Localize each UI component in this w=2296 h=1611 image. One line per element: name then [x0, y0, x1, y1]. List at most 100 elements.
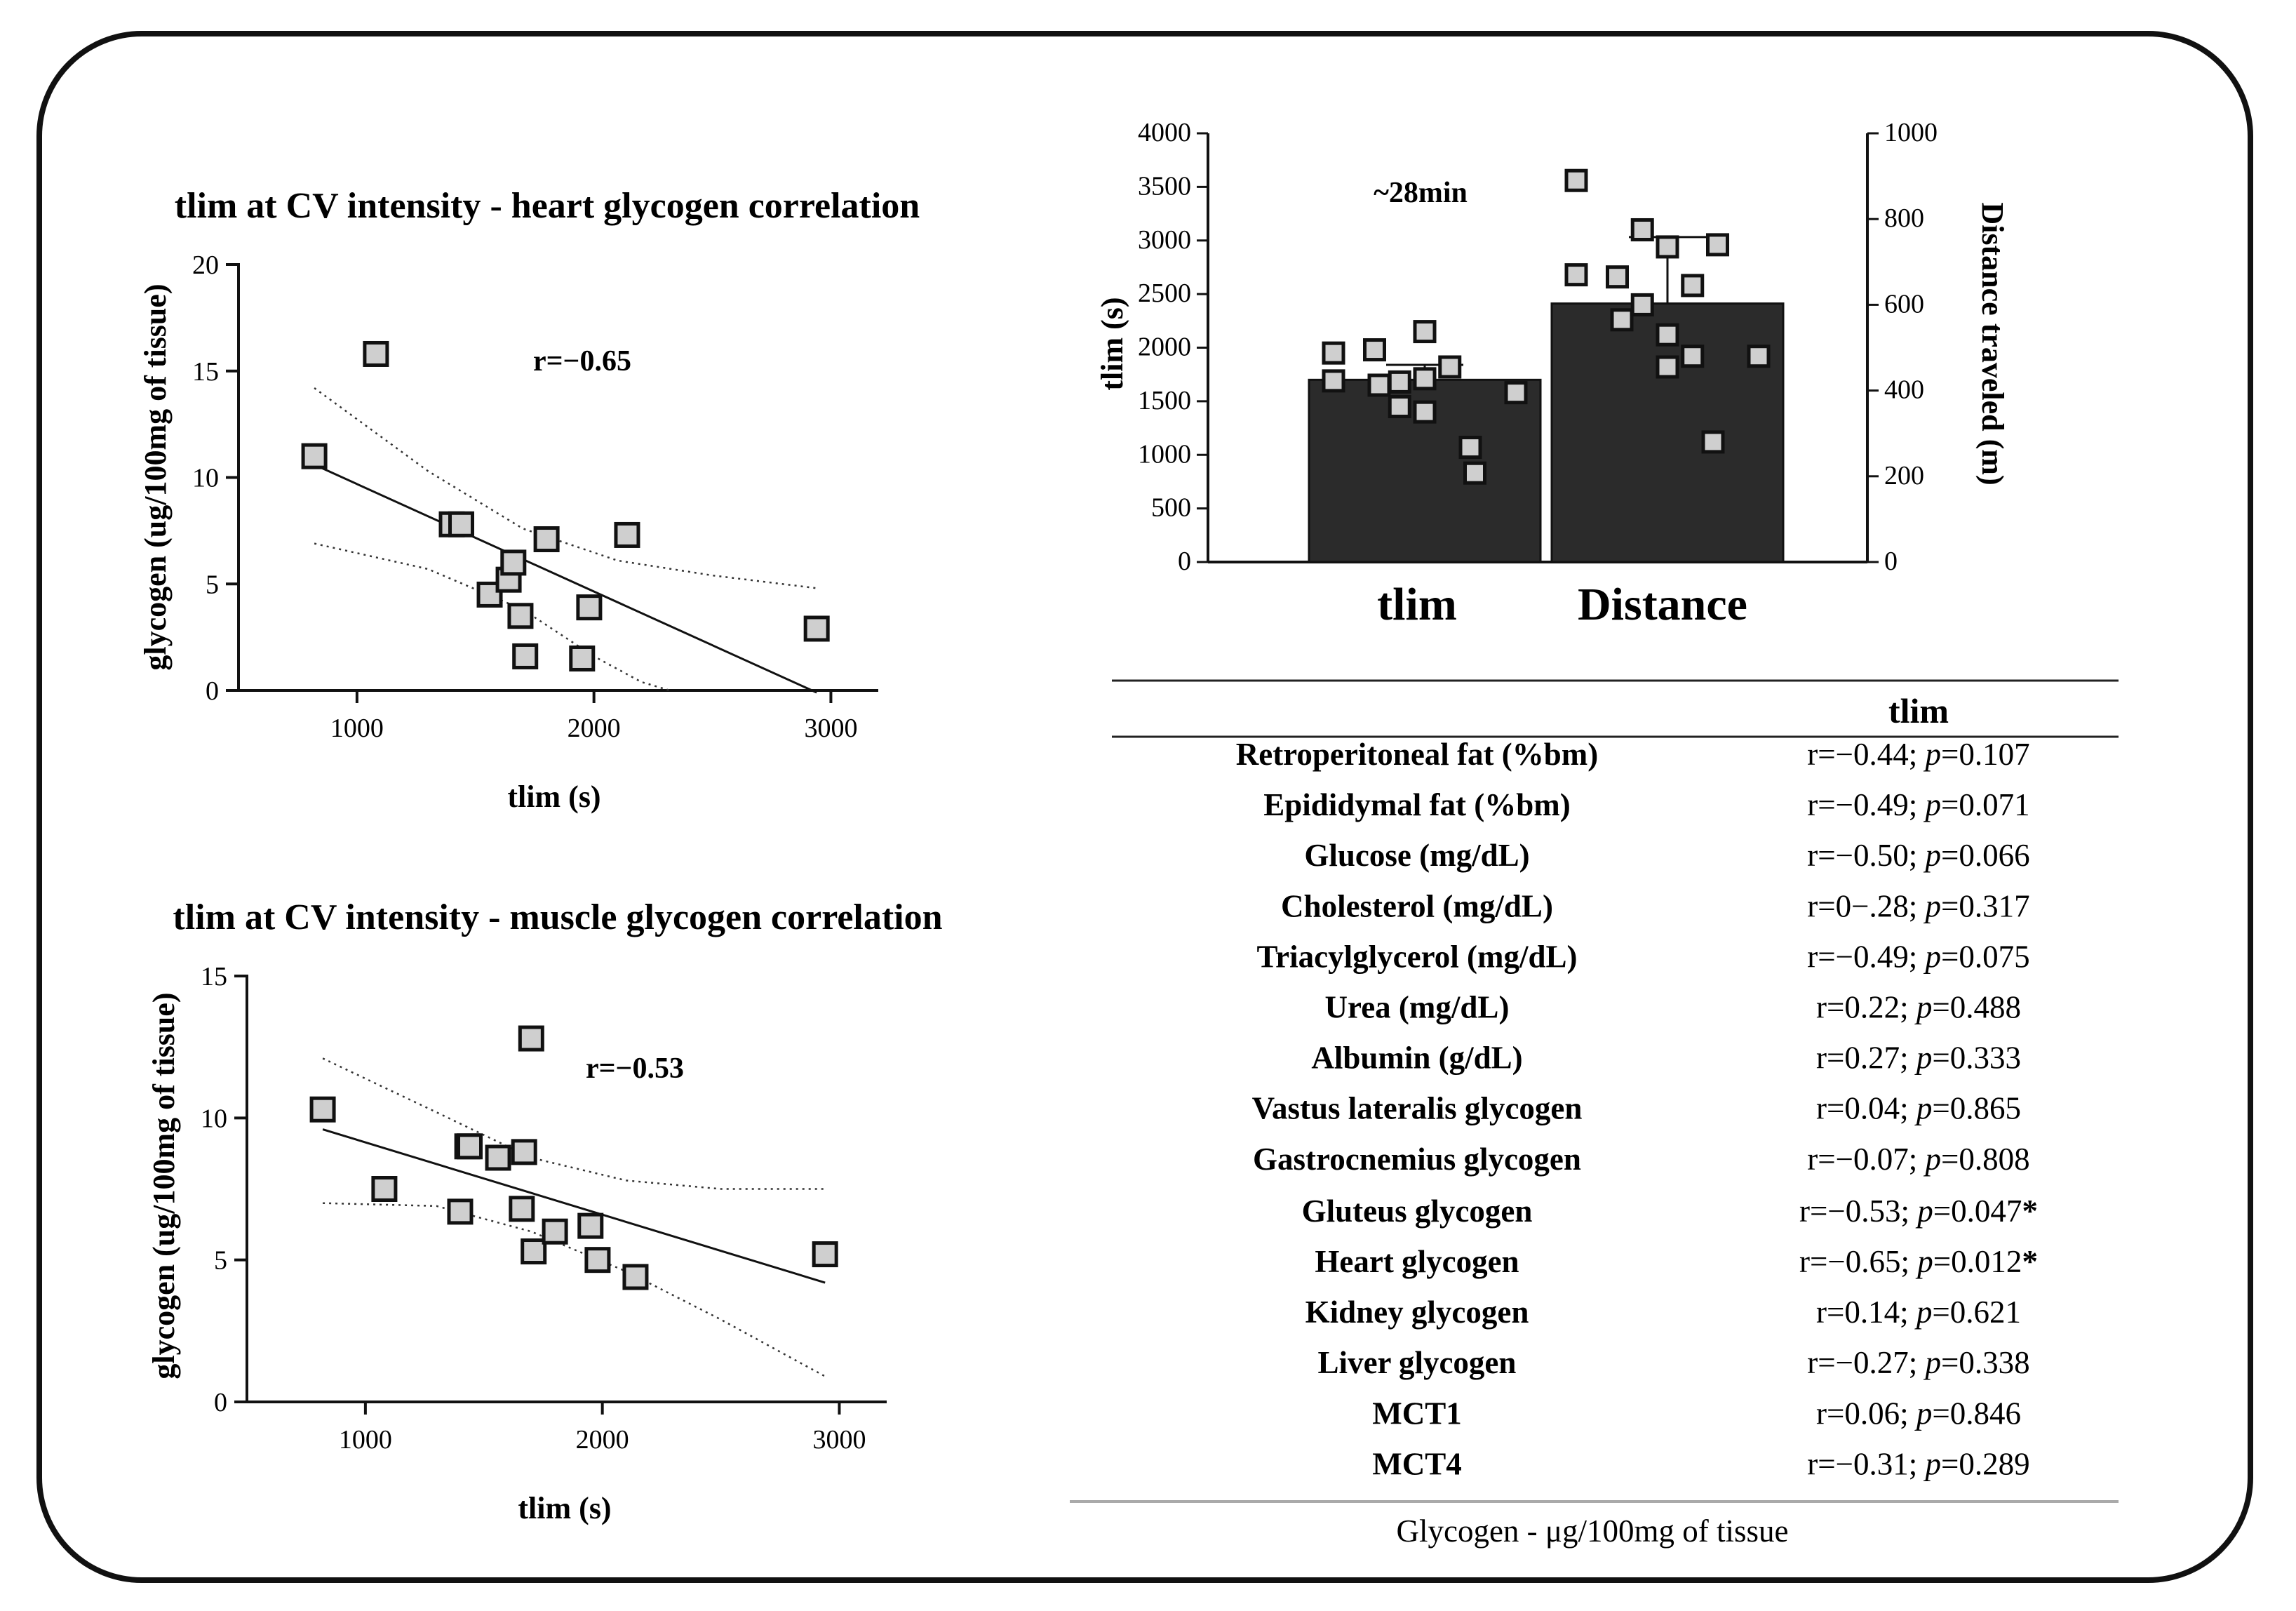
table-row-p-symbol: p [1924, 888, 1942, 923]
table-row-r: r=−0.31; [1807, 1446, 1925, 1481]
data-point [584, 1247, 611, 1274]
data-point [803, 615, 830, 642]
bar-data-point [1656, 323, 1679, 347]
table-row-p-symbol: p [1915, 1194, 1933, 1229]
data-point [457, 1133, 483, 1160]
data-point [363, 340, 389, 367]
table-row-label: Triacylglycerol (mg/dL) [1257, 939, 1578, 974]
table-footnote: Glycogen - μg/100mg of tissue [1396, 1513, 1788, 1549]
bar-data-point [1681, 274, 1705, 298]
table-row-p-symbol: p [1914, 1091, 1933, 1126]
bar-left-tick-label: 2500 [1138, 279, 1191, 308]
heart-scatter-r-annotation: r=−0.65 [533, 345, 631, 377]
bar-data-point [1458, 436, 1482, 460]
heart-scatter-xlabel: tlim (s) [507, 780, 600, 814]
muscle-glycogen-scatter: tlim at CV intensity - muscle glycogen c… [147, 897, 943, 1525]
bar-data-point [1363, 338, 1386, 362]
table-row-value: r=0−.28; p=0.317 [1807, 888, 2029, 923]
data-point [485, 1144, 511, 1171]
table-row-label: Gluteus glycogen [1302, 1194, 1533, 1229]
table-row-p-symbol: p [1915, 1244, 1933, 1279]
bar-category-label: Distance [1578, 579, 1747, 630]
table-row-p: =0.621 [1932, 1295, 2021, 1330]
table-row-label: Kidney glycogen [1305, 1295, 1529, 1330]
bar-left-tick-label: 500 [1151, 493, 1191, 523]
bar-left-tick-label: 3500 [1138, 171, 1191, 201]
figure-frame [36, 31, 2253, 1583]
table-row-p: =0.071 [1941, 787, 2030, 822]
table-row-significance: * [2022, 1244, 2038, 1279]
table-row-p-symbol: p [1924, 1142, 1942, 1177]
table-row-p: =0.012 [1933, 1244, 2022, 1279]
bar-data-point [1504, 381, 1528, 405]
regression-line [314, 463, 817, 694]
muscle-scatter-ylabel: glycogen (ug/100mg of tissue) [147, 992, 181, 1379]
table-row-r: r=0.22; [1816, 990, 1916, 1025]
table-row-value: r=−0.50; p=0.066 [1807, 838, 2029, 873]
table-row-p: =0.047 [1933, 1194, 2022, 1229]
data-point [622, 1264, 649, 1290]
table-row-r: r=0−.28; [1807, 888, 1925, 923]
table-row-r: r=−0.50; [1807, 838, 1925, 873]
table-row-label: Heart glycogen [1315, 1244, 1519, 1279]
bar-data-point [1413, 367, 1437, 391]
bar-left-tick-label: 4000 [1138, 118, 1191, 147]
table-row-p: =0.317 [1941, 888, 2030, 923]
table-row-p: =0.107 [1941, 737, 2030, 772]
table-row-r: r=−0.44; [1807, 737, 1925, 772]
table-row-value: r=−0.65; p=0.012* [1799, 1244, 2038, 1279]
table-row-p: =0.333 [1932, 1041, 2021, 1076]
data-point [512, 643, 539, 669]
table-row-r: r=0.14; [1816, 1295, 1916, 1330]
table-row-value: r=−0.27; p=0.338 [1807, 1345, 2029, 1380]
y-tick-label: 10 [192, 464, 219, 493]
bar-data-point [1367, 373, 1391, 397]
table-row-r: r=0.04; [1816, 1091, 1916, 1126]
bar-data-point [1564, 168, 1588, 192]
bar-data-point [1656, 235, 1679, 259]
confidence-band-upper [314, 387, 817, 589]
x-tick-label: 1000 [339, 1425, 392, 1455]
data-point [577, 1212, 604, 1239]
table-row-p-symbol: p [1914, 1295, 1933, 1330]
bar-data-point [1322, 369, 1345, 393]
table-row-r: r=−0.49; [1807, 787, 1925, 822]
bar-left-tick-label: 3000 [1138, 225, 1191, 255]
bar-data-point [1606, 265, 1629, 289]
x-tick-label: 1000 [330, 714, 384, 743]
confidence-band-lower [314, 542, 671, 692]
table-row-value: r=−0.53; p=0.047* [1799, 1194, 2038, 1229]
table-row-label: Epididymal fat (%bm) [1263, 787, 1571, 822]
x-tick-label: 3000 [812, 1425, 866, 1455]
table-column-header: tlim [1888, 691, 1949, 730]
bar-data-point [1630, 218, 1654, 241]
table-row-value: r=−0.49; p=0.071 [1807, 787, 2029, 822]
bar-data-point [1322, 341, 1345, 365]
table-row-label: Cholesterol (mg/dL) [1281, 888, 1553, 923]
table-row-value: r=0.22; p=0.488 [1816, 990, 2021, 1025]
bar-right-tick-label: 0 [1884, 547, 1898, 576]
bar-right-tick-label: 800 [1884, 203, 1924, 233]
table-row-p-symbol: p [1914, 990, 1933, 1025]
table-row-label: Albumin (g/dL) [1311, 1041, 1522, 1076]
bar-right-tick-label: 200 [1884, 461, 1924, 490]
table-row-value: r=0.06; p=0.846 [1816, 1396, 2021, 1431]
data-point [507, 603, 534, 629]
table-row-p: =0.289 [1941, 1446, 2030, 1481]
bar-data-point [1747, 345, 1771, 368]
table-row-p-symbol: p [1914, 1041, 1933, 1076]
bar-data-point [1701, 430, 1725, 454]
table-row-significance: * [2022, 1194, 2038, 1229]
table-row-p-symbol: p [1924, 1446, 1942, 1481]
bar-right-ylabel: Distance traveled (m) [1975, 202, 2010, 485]
bar-data-point [1610, 308, 1634, 332]
table-row-r: r=−0.49; [1807, 939, 1925, 974]
table-row-p-symbol: p [1924, 838, 1942, 873]
regression-line [322, 1128, 826, 1284]
table-row-r: r=−0.27; [1807, 1345, 1925, 1380]
confidence-band-upper [322, 1057, 826, 1190]
y-tick-label: 15 [201, 962, 227, 991]
data-point [511, 1139, 537, 1165]
table-row-p: =0.808 [1941, 1142, 2030, 1177]
